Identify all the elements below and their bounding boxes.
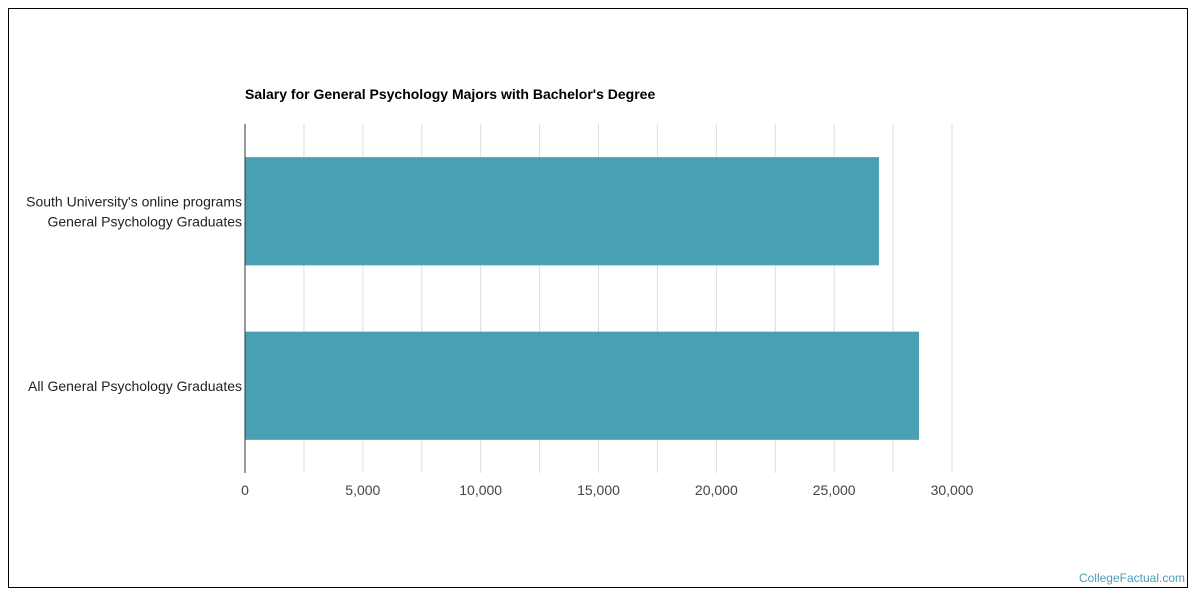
watermark-link[interactable]: CollegeFactual.com — [1078, 571, 1185, 585]
x-tick-label: 30,000 — [931, 482, 974, 498]
x-tick-labels: 0 5,000 10,000 15,000 20,000 25,000 30,000 — [241, 482, 974, 498]
x-tick-label: 15,000 — [577, 482, 620, 498]
category-label: South University's online programs — [26, 193, 242, 209]
category-label: All General Psychology Graduates — [28, 378, 242, 394]
category-labels: South University's online programs Genera… — [26, 193, 242, 394]
chart-title: Salary for General Psychology Majors wit… — [245, 86, 655, 102]
x-tick-label: 25,000 — [813, 482, 856, 498]
x-tick-label: 10,000 — [459, 482, 502, 498]
bars — [245, 157, 920, 440]
bar — [245, 331, 920, 440]
x-tick-label: 5,000 — [345, 482, 380, 498]
x-tick-label: 0 — [241, 482, 249, 498]
bar — [245, 157, 879, 266]
x-tick-label: 20,000 — [695, 482, 738, 498]
category-label: General Psychology Graduates — [47, 213, 242, 229]
